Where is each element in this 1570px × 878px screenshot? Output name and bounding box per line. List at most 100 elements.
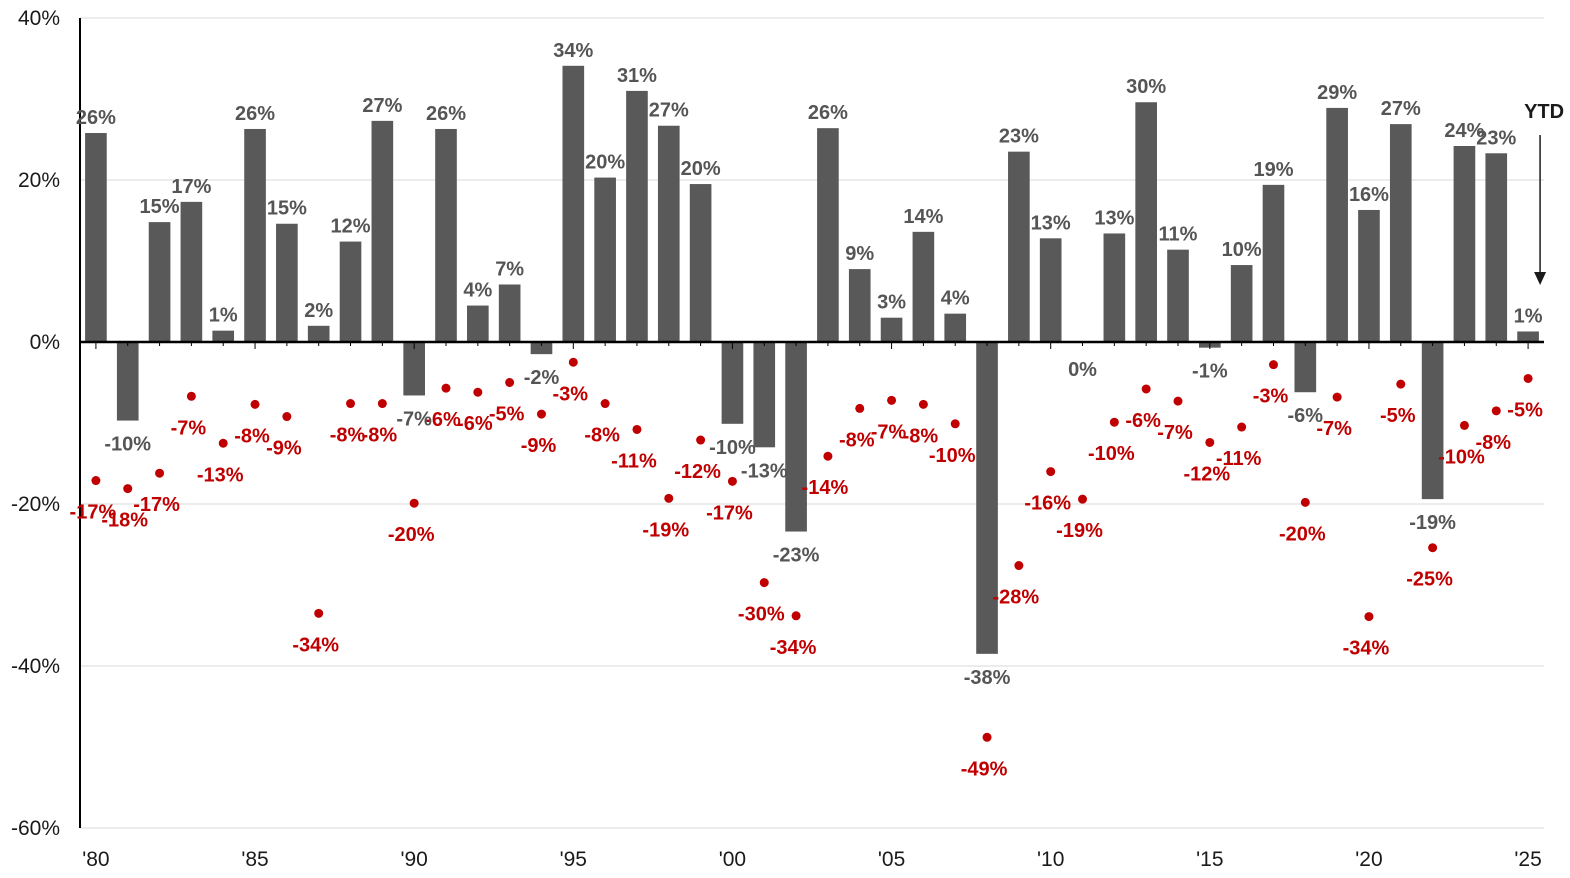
- bar-value-label: 15%: [140, 196, 180, 218]
- drawdown-label: -11%: [1216, 448, 1262, 470]
- bar-layer: [85, 65, 1539, 654]
- bar-value-label: -1%: [1192, 361, 1228, 383]
- drawdown-label: -20%: [1279, 523, 1326, 545]
- bar: [848, 269, 871, 342]
- drawdown-label: -34%: [292, 634, 339, 656]
- drawdown-point: [918, 399, 928, 409]
- drawdown-label: -34%: [770, 637, 817, 659]
- drawdown-label: -5%: [1507, 399, 1543, 421]
- bar: [1294, 342, 1317, 393]
- drawdown-point: [1237, 422, 1247, 432]
- bar-value-label: 23%: [1476, 127, 1516, 149]
- drawdown-point: [1205, 437, 1215, 447]
- drawdown-label: -16%: [1024, 493, 1071, 515]
- drawdown-label: -5%: [489, 404, 525, 426]
- drawdown-point: [377, 399, 387, 409]
- y-tick-label: -20%: [11, 493, 60, 516]
- bar: [721, 342, 744, 424]
- drawdown-label: -14%: [802, 477, 849, 499]
- drawdown-point: [950, 419, 960, 429]
- drawdown-point: [1396, 379, 1406, 389]
- drawdown-point: [218, 438, 228, 448]
- drawdown-label: -5%: [1380, 405, 1416, 427]
- bar-value-label: -13%: [741, 460, 788, 482]
- bar-value-label: 23%: [999, 126, 1039, 148]
- bar: [753, 342, 776, 448]
- bar-value-label: 16%: [1349, 184, 1389, 206]
- drawdown-point: [568, 357, 578, 367]
- bar: [276, 223, 298, 342]
- drawdown-label: -6%: [1125, 410, 1161, 432]
- drawdown-label: -3%: [1253, 386, 1289, 408]
- bar-value-label: 13%: [1094, 207, 1134, 229]
- bar: [1039, 238, 1062, 342]
- bar-value-label: -6%: [1288, 405, 1324, 427]
- drawdown-label: -6%: [457, 413, 493, 435]
- bar: [1262, 184, 1285, 342]
- drawdown-point: [1268, 360, 1278, 370]
- bar: [689, 184, 712, 342]
- bar: [212, 330, 235, 342]
- x-tick-label: '10: [1037, 848, 1064, 871]
- drawdown-label: -12%: [674, 461, 721, 483]
- bar-value-label: 12%: [331, 216, 371, 238]
- x-tick-label: '20: [1355, 848, 1382, 871]
- drawdown-label: -19%: [1056, 520, 1103, 542]
- bar-value-label: 20%: [681, 158, 721, 180]
- bar-value-label: 1%: [209, 305, 238, 327]
- drawdown-label: -25%: [1406, 569, 1453, 591]
- bar: [148, 222, 171, 342]
- bar: [435, 128, 457, 342]
- drawdown-point: [186, 391, 196, 401]
- drawdown-label: -8%: [234, 425, 270, 447]
- bar: [1008, 151, 1030, 342]
- bar-value-label: 27%: [362, 95, 402, 117]
- bar-value-label: 3%: [877, 292, 906, 314]
- drawdown-point: [600, 399, 610, 409]
- drawdown-point: [282, 412, 292, 422]
- x-tick-label: '90: [400, 848, 427, 871]
- drawdown-point: [1523, 373, 1533, 383]
- drawdown-point: [1459, 420, 1469, 430]
- drawdown-label: -8%: [903, 425, 939, 447]
- drawdown-point: [759, 578, 769, 588]
- drawdown-label: -10%: [929, 445, 976, 467]
- bar-value-label: 29%: [1317, 82, 1357, 104]
- drawdown-point: [696, 435, 706, 445]
- bar-value-label: 11%: [1159, 224, 1198, 246]
- y-tick-label: -40%: [11, 655, 60, 678]
- drawdown-point: [664, 493, 674, 503]
- drawdown-point: [855, 403, 865, 413]
- drawdown-label: -8%: [1475, 432, 1511, 454]
- bar: [1517, 331, 1539, 342]
- bar-value-label: 17%: [171, 176, 211, 198]
- drawdown-point: [123, 484, 133, 494]
- drawdown-point: [1300, 497, 1310, 507]
- bar-value-label: 13%: [1031, 212, 1071, 234]
- bar-value-label: 10%: [1222, 239, 1262, 261]
- drawdown-point: [536, 409, 546, 419]
- bar: [657, 125, 680, 342]
- bar: [1230, 265, 1253, 342]
- axis-layer: 40% 20% 0% -20% -40% -60% '80 '85 '90 '95 '00 '05 '1…: [11, 7, 1544, 871]
- drawdown-label: -7%: [1316, 418, 1352, 440]
- bar-value-label: 2%: [304, 300, 333, 322]
- bar-value-label: 9%: [845, 243, 874, 265]
- bar-value-label: 1%: [1514, 305, 1543, 327]
- x-tick-label: '80: [82, 848, 109, 871]
- drawdown-point: [1364, 612, 1374, 622]
- x-tick-label: '85: [241, 848, 268, 871]
- bar: [371, 120, 394, 343]
- bar-value-label: -10%: [709, 437, 756, 459]
- ytd-arrow-head: [1534, 272, 1547, 285]
- y-tick-label: -60%: [11, 817, 60, 840]
- bar-value-label: 19%: [1253, 159, 1293, 181]
- bar: [562, 65, 585, 342]
- drawdown-label: -11%: [611, 450, 657, 472]
- drawdown-label: -8%: [330, 425, 366, 447]
- drawdown-label: -7%: [871, 421, 907, 443]
- bar: [85, 133, 107, 342]
- bar-value-label: 31%: [617, 65, 657, 87]
- drawdown-point: [91, 476, 101, 486]
- bar: [1103, 233, 1126, 342]
